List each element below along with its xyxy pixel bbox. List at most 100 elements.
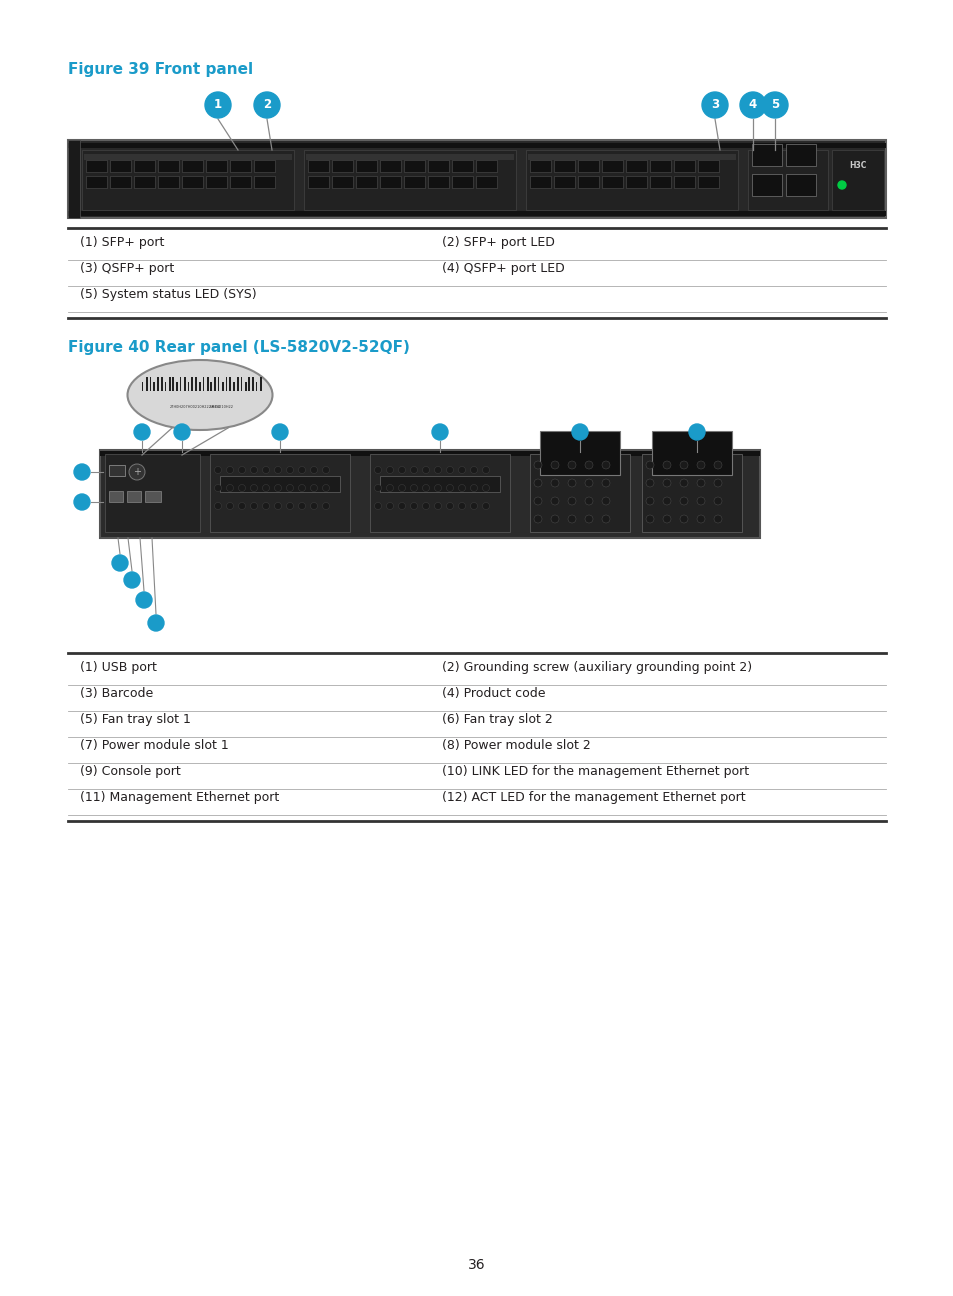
Circle shape — [410, 485, 417, 491]
Circle shape — [133, 424, 150, 441]
Circle shape — [645, 496, 654, 505]
Circle shape — [310, 485, 317, 491]
Bar — [379, 176, 400, 188]
Bar — [601, 176, 622, 188]
Bar — [127, 491, 141, 502]
Text: Figure 39 Front panel: Figure 39 Front panel — [68, 62, 253, 76]
Bar — [355, 159, 376, 172]
Circle shape — [551, 515, 558, 524]
Bar — [578, 176, 598, 188]
Circle shape — [226, 503, 233, 509]
Circle shape — [253, 92, 280, 118]
Circle shape — [298, 485, 305, 491]
Circle shape — [410, 467, 417, 473]
Circle shape — [129, 464, 145, 480]
Circle shape — [837, 181, 845, 189]
Circle shape — [697, 496, 704, 505]
Bar — [158, 159, 179, 172]
Text: (5) System status LED (SYS): (5) System status LED (SYS) — [80, 288, 256, 301]
Bar — [165, 382, 166, 391]
Text: (7) Power module slot 1: (7) Power module slot 1 — [80, 739, 229, 752]
Bar — [831, 150, 883, 210]
Bar — [109, 491, 123, 502]
Circle shape — [375, 485, 381, 491]
Circle shape — [136, 592, 152, 608]
Circle shape — [375, 467, 381, 473]
Circle shape — [601, 496, 609, 505]
Circle shape — [262, 467, 269, 473]
Circle shape — [398, 467, 405, 473]
Circle shape — [386, 503, 393, 509]
Bar — [195, 377, 196, 391]
Circle shape — [274, 467, 281, 473]
Bar — [133, 176, 154, 188]
Bar — [206, 176, 227, 188]
Circle shape — [272, 424, 288, 441]
Bar — [530, 159, 551, 172]
Bar — [86, 159, 107, 172]
Circle shape — [226, 485, 233, 491]
Circle shape — [262, 503, 269, 509]
Circle shape — [662, 461, 670, 469]
Circle shape — [679, 480, 687, 487]
Bar — [142, 382, 143, 391]
Circle shape — [551, 480, 558, 487]
Circle shape — [434, 485, 441, 491]
Bar — [100, 450, 760, 538]
Circle shape — [713, 515, 721, 524]
Bar — [248, 377, 250, 391]
Bar — [211, 382, 212, 391]
Bar — [218, 377, 219, 391]
Bar — [332, 176, 353, 188]
Circle shape — [386, 485, 393, 491]
Circle shape — [251, 503, 257, 509]
Text: H3C: H3C — [848, 161, 865, 170]
Circle shape — [310, 503, 317, 509]
Bar — [403, 176, 424, 188]
Circle shape — [214, 467, 221, 473]
Circle shape — [398, 503, 405, 509]
Bar — [157, 377, 158, 391]
Circle shape — [214, 503, 221, 509]
Text: (2) Grounding screw (auxiliary grounding point 2): (2) Grounding screw (auxiliary grounding… — [441, 661, 751, 674]
Bar — [698, 159, 719, 172]
Circle shape — [398, 485, 405, 491]
Circle shape — [286, 467, 294, 473]
Bar — [203, 377, 204, 391]
Bar — [153, 382, 155, 391]
Circle shape — [567, 480, 576, 487]
Text: (12) ACT LED for the management Ethernet port: (12) ACT LED for the management Ethernet… — [441, 791, 745, 804]
Bar — [68, 140, 80, 218]
Bar — [578, 159, 598, 172]
Circle shape — [688, 424, 704, 441]
Circle shape — [713, 480, 721, 487]
Bar — [304, 150, 516, 210]
Circle shape — [112, 555, 128, 572]
Bar — [172, 377, 173, 391]
Circle shape — [238, 503, 245, 509]
Bar — [230, 159, 251, 172]
Circle shape — [534, 496, 541, 505]
Bar — [452, 159, 473, 172]
Circle shape — [679, 461, 687, 469]
Text: (6) Fan tray slot 2: (6) Fan tray slot 2 — [441, 713, 552, 726]
Bar — [176, 382, 178, 391]
Bar — [649, 159, 670, 172]
Bar — [379, 476, 499, 492]
Bar — [68, 211, 885, 216]
Bar — [84, 154, 292, 159]
Bar — [403, 159, 424, 172]
Bar — [253, 176, 274, 188]
Circle shape — [572, 424, 587, 441]
Bar — [233, 382, 234, 391]
Text: (2) SFP+ port LED: (2) SFP+ port LED — [441, 236, 555, 249]
Text: +: + — [132, 467, 141, 477]
Text: (4) QSFP+ port LED: (4) QSFP+ port LED — [441, 262, 564, 275]
Bar — [206, 159, 227, 172]
Circle shape — [584, 461, 593, 469]
Text: (1) USB port: (1) USB port — [80, 661, 156, 674]
Circle shape — [679, 496, 687, 505]
Bar — [221, 382, 224, 391]
Circle shape — [470, 485, 477, 491]
Bar — [747, 150, 827, 210]
